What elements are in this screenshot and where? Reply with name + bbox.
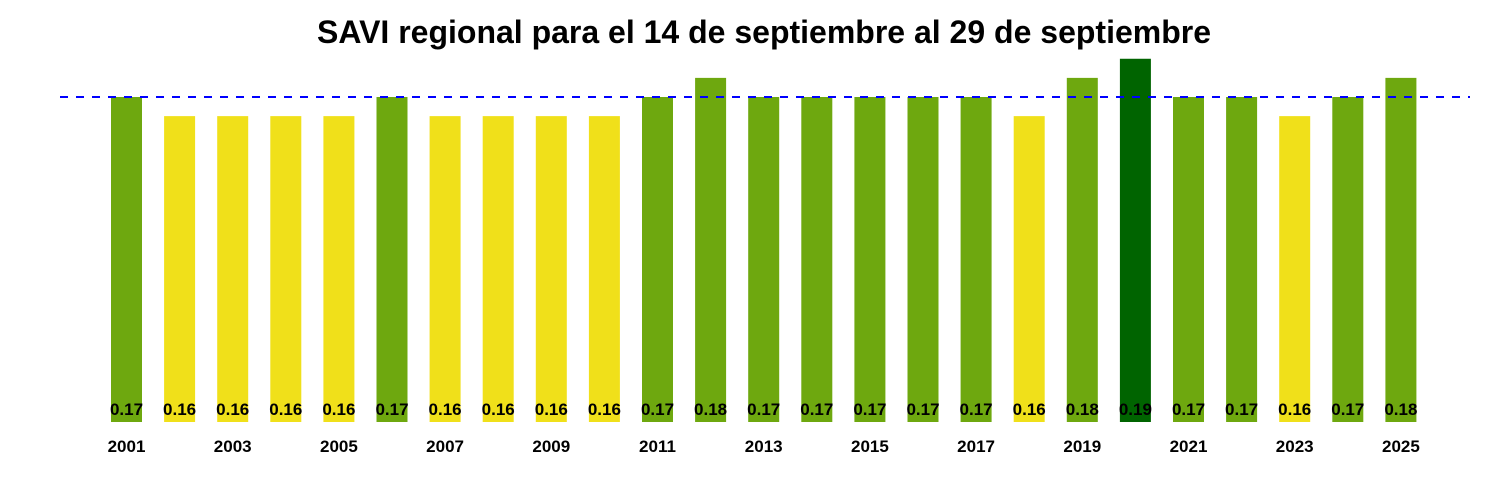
bar-2002: [164, 116, 196, 422]
value-label: 0.17: [641, 400, 674, 419]
value-label: 0.18: [1384, 400, 1417, 419]
bar-2001: [111, 97, 142, 422]
value-label: 0.17: [800, 400, 833, 419]
value-label: 0.17: [747, 400, 780, 419]
bar-2014: [801, 97, 833, 422]
x-tick-label: 2009: [532, 437, 570, 456]
bar-2023: [1279, 116, 1311, 422]
value-label: 0.17: [375, 400, 408, 419]
x-tick-label: 2021: [1170, 437, 1208, 456]
x-tick-label: 2025: [1382, 437, 1420, 456]
value-label: 0.16: [322, 400, 355, 419]
value-label: 0.16: [482, 400, 515, 419]
bar-2011: [642, 97, 673, 422]
value-label: 0.17: [1225, 400, 1258, 419]
bar-2013: [748, 97, 780, 422]
x-tick-label: 2013: [745, 437, 783, 456]
bar-2004: [270, 116, 302, 422]
chart-title: SAVI regional para el 14 de septiembre a…: [317, 14, 1211, 50]
bar-2024: [1332, 97, 1364, 422]
bar-2022: [1226, 97, 1258, 422]
bar-2010: [588, 116, 620, 422]
x-tick-label: 2005: [320, 437, 358, 456]
value-label: 0.16: [216, 400, 249, 419]
bar-2007: [429, 116, 461, 422]
value-label: 0.17: [1172, 400, 1205, 419]
x-tick-label: 2019: [1063, 437, 1101, 456]
value-label: 0.16: [588, 400, 621, 419]
x-tick-label: 2011: [639, 437, 676, 456]
bar-2017: [960, 97, 992, 422]
bar-2003: [217, 116, 249, 422]
bar-2005: [323, 116, 355, 422]
value-label: 0.16: [269, 400, 302, 419]
value-label: 0.18: [1066, 400, 1099, 419]
x-tick-label: 2023: [1276, 437, 1314, 456]
bar-2012: [695, 77, 727, 422]
value-label: 0.17: [110, 400, 143, 419]
x-tick-label: 2003: [214, 437, 252, 456]
bar-2020: [1119, 58, 1151, 422]
bar-2008: [482, 116, 514, 422]
value-label: 0.16: [535, 400, 568, 419]
x-tick-label: 2015: [851, 437, 889, 456]
x-tick-label: 2007: [426, 437, 464, 456]
bar-2021: [1173, 97, 1204, 422]
bar-2019: [1066, 77, 1098, 422]
value-label: 0.17: [1331, 400, 1364, 419]
bar-2018: [1013, 116, 1045, 422]
value-label: 0.19: [1119, 400, 1152, 419]
bar-2016: [907, 97, 939, 422]
value-label: 0.16: [1278, 400, 1311, 419]
value-label: 0.16: [429, 400, 462, 419]
value-label: 0.17: [853, 400, 886, 419]
value-label: 0.17: [960, 400, 993, 419]
value-label: 0.18: [694, 400, 727, 419]
value-label: 0.16: [163, 400, 196, 419]
bar-2025: [1385, 77, 1417, 422]
x-tick-label: 2017: [957, 437, 995, 456]
bar-2006: [376, 97, 408, 422]
bar-2015: [854, 97, 886, 422]
bar-2009: [535, 116, 567, 422]
value-label: 0.16: [1013, 400, 1046, 419]
value-label: 0.17: [906, 400, 939, 419]
x-tick-label: 2001: [108, 437, 146, 456]
